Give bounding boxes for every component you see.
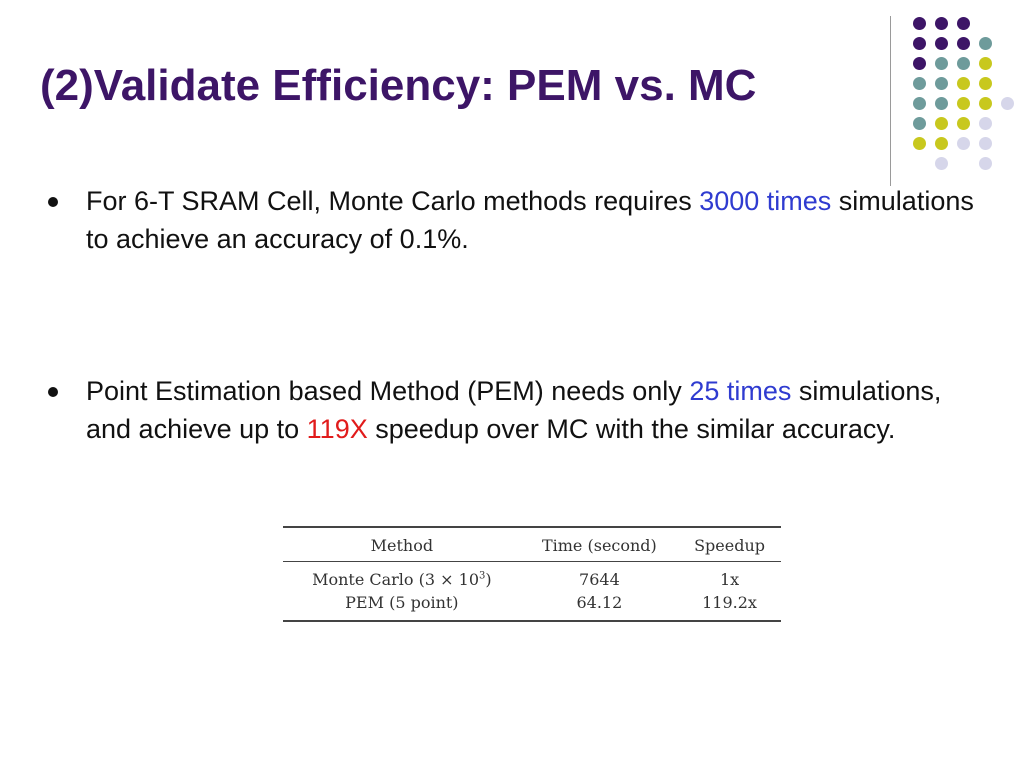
cell-speedup: 119.2x: [702, 593, 757, 612]
decoration-dot: [913, 37, 926, 50]
title-divider-line: [890, 16, 891, 186]
dot-grid-decoration: [0, 0, 1024, 170]
decoration-dot: [913, 137, 926, 150]
method-text: Monte Carlo (3 × 10: [312, 570, 479, 589]
bullet-marker: [48, 197, 58, 207]
bullet-text-segment: simulations to achieve an accuracy of 0.…: [86, 186, 974, 254]
comparison-table: Method Time (second) Speedup Monte Carlo…: [283, 526, 781, 622]
decoration-dot: [913, 117, 926, 130]
decoration-dot: [1001, 97, 1014, 110]
decoration-dot: [979, 117, 992, 130]
cell-time: 7644: [579, 570, 620, 589]
decoration-dot: [979, 57, 992, 70]
decoration-dot: [957, 137, 970, 150]
decoration-dot: [979, 157, 992, 170]
decoration-dot: [913, 57, 926, 70]
decoration-dot: [979, 97, 992, 110]
decoration-dot: [935, 117, 948, 130]
highlight-speedup: 119X: [306, 414, 368, 444]
cell-method: PEM (5 point): [345, 593, 459, 612]
decoration-dot: [957, 37, 970, 50]
slide-title: (2)Validate Efficiency: PEM vs. MC: [40, 61, 757, 110]
decoration-dot: [979, 137, 992, 150]
table-row: PEM (5 point) 64.12 119.2x: [283, 591, 781, 621]
decoration-dot: [935, 137, 948, 150]
highlight-mc-simulation-count: 3000 times: [699, 186, 832, 216]
decoration-dot: [913, 77, 926, 90]
column-header-method: Method: [283, 527, 521, 562]
cell-time: 64.12: [576, 593, 623, 612]
decoration-dot: [913, 17, 926, 30]
decoration-dot: [935, 17, 948, 30]
bullet-text-segment: simulations, and achieve up to: [86, 376, 942, 444]
decoration-dot: [957, 117, 970, 130]
cell-method: Monte Carlo (3 × 103): [283, 562, 521, 592]
decoration-dot: [979, 77, 992, 90]
column-header-time: Time (second): [520, 527, 679, 562]
decoration-dot: [913, 97, 926, 110]
bullet-marker: [48, 387, 58, 397]
decoration-dot: [935, 37, 948, 50]
decoration-dot: [935, 97, 948, 110]
cell-speedup: 1x: [719, 570, 740, 589]
table-row: Monte Carlo (3 × 103) 7644 1x: [283, 562, 781, 592]
decoration-dot: [979, 37, 992, 50]
decoration-dot: [957, 57, 970, 70]
method-exponent: 3: [479, 570, 486, 582]
decoration-dot: [935, 57, 948, 70]
decoration-dot: [957, 97, 970, 110]
bullet-text: For 6-T SRAM Cell, Monte Carlo methods r…: [86, 182, 978, 258]
bullet-item-mc-requirement: For 6-T SRAM Cell, Monte Carlo methods r…: [48, 182, 978, 258]
decoration-dot: [957, 77, 970, 90]
column-header-speedup: Speedup: [678, 527, 781, 562]
decoration-dot: [935, 157, 948, 170]
decoration-dot: [957, 17, 970, 30]
method-text-suffix: ): [485, 570, 492, 589]
table-header-row: Method Time (second) Speedup: [283, 527, 781, 562]
bullet-text-segment: For 6-T SRAM Cell, Monte Carlo methods r…: [86, 186, 700, 216]
bullet-text-segment: Point Estimation based Method (PEM) need…: [86, 376, 690, 406]
highlight-pem-simulation-count: 25 times: [689, 376, 792, 406]
bullet-text-segment: speedup over MC with the similar accurac…: [367, 414, 896, 444]
bullet-item-pem-speedup: Point Estimation based Method (PEM) need…: [48, 372, 978, 448]
bullet-text: Point Estimation based Method (PEM) need…: [86, 372, 978, 448]
decoration-dot: [935, 77, 948, 90]
